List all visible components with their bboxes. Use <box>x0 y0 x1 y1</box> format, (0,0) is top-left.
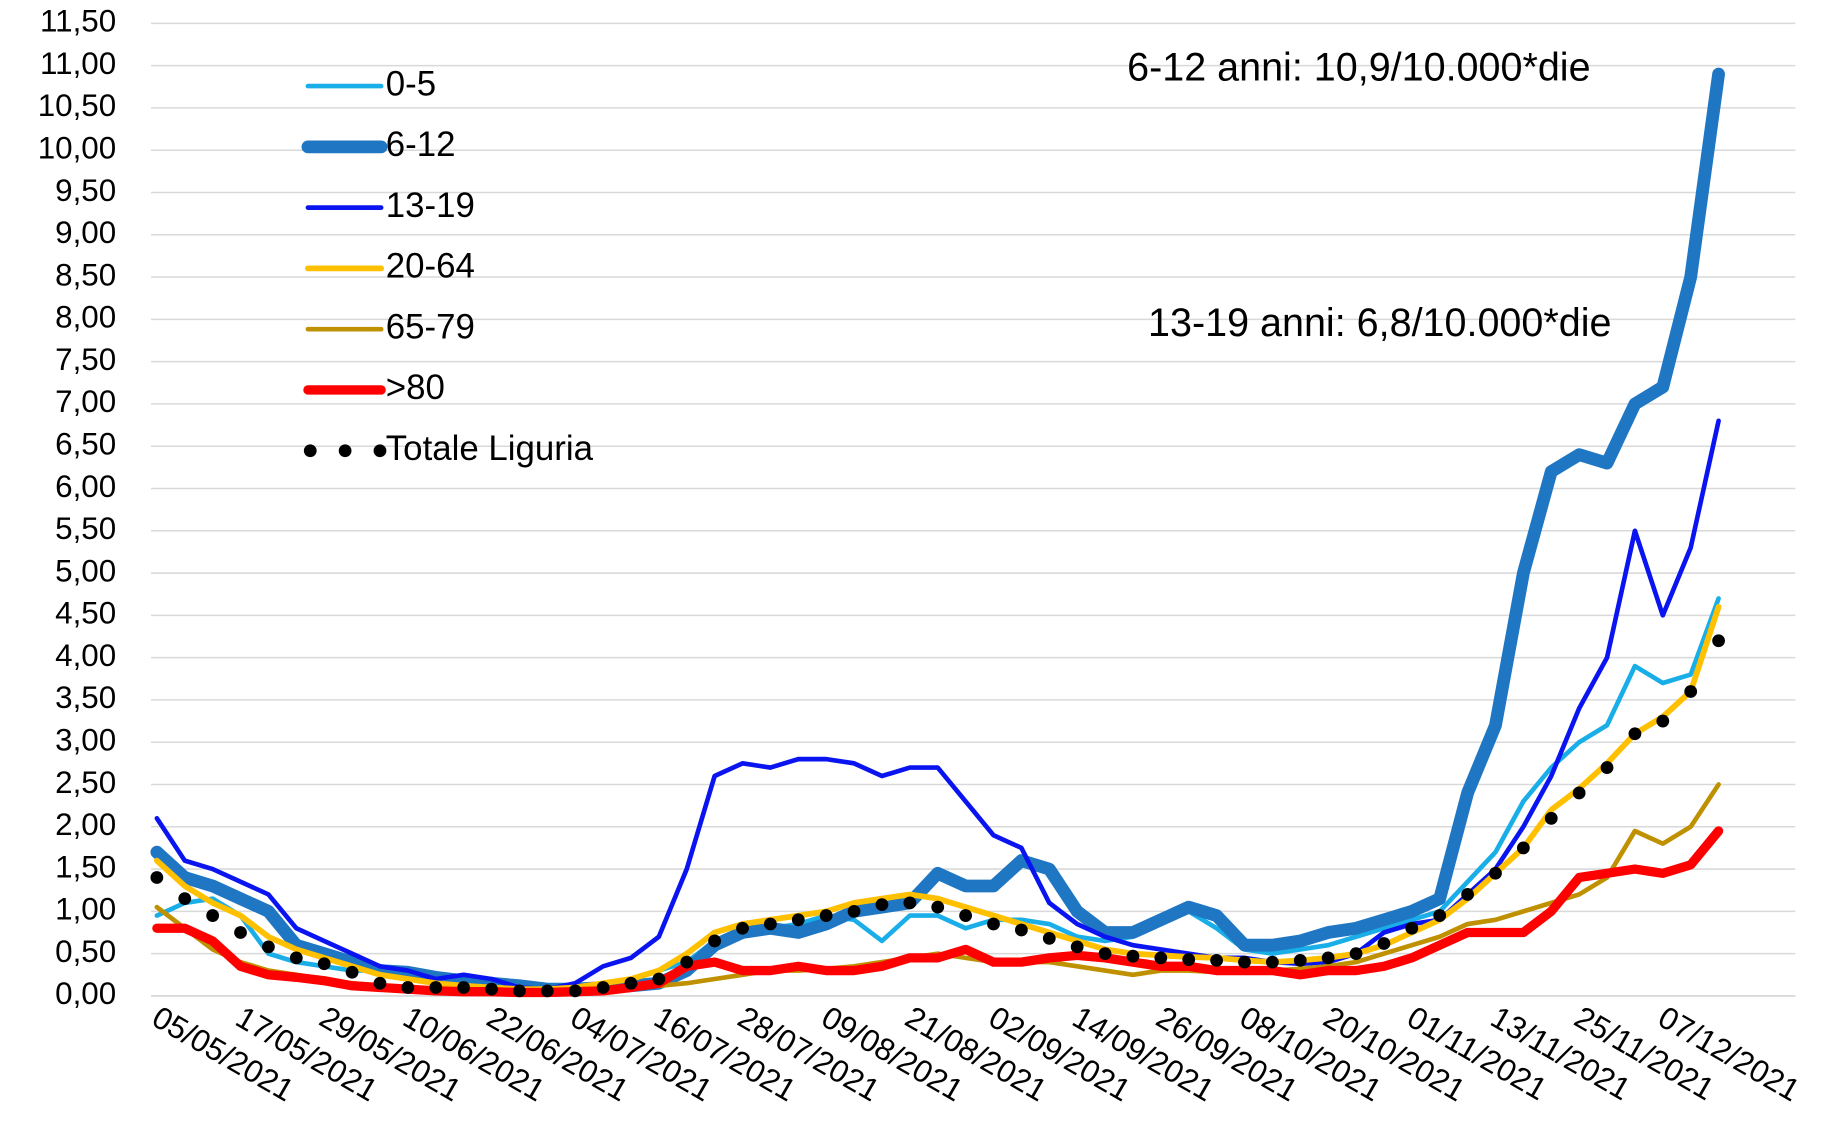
annotation: 6-12 anni: 10,9/10.000*die <box>1127 45 1590 89</box>
y-tick-label: 4,50 <box>55 596 116 631</box>
data-point <box>568 984 582 998</box>
data-point <box>1572 786 1586 800</box>
data-point <box>206 909 220 922</box>
y-tick-label: 11,00 <box>40 46 116 81</box>
data-point <box>1349 947 1363 961</box>
data-point <box>150 871 164 884</box>
data-point <box>1516 841 1530 855</box>
y-tick-label: 8,50 <box>55 257 116 292</box>
series-line <box>153 603 1722 993</box>
legend-label: 20-64 <box>386 247 475 286</box>
y-tick-label: 9,00 <box>55 215 116 250</box>
data-point <box>652 972 666 986</box>
y-tick-label: 11,50 <box>40 4 116 39</box>
data-point <box>1098 947 1112 961</box>
y-tick-label: 1,50 <box>55 849 116 884</box>
series-line <box>152 826 1724 998</box>
data-point <box>791 913 805 927</box>
data-point <box>457 981 471 994</box>
data-point <box>513 984 526 998</box>
legend-label: 0-5 <box>386 64 436 103</box>
data-point <box>401 981 415 994</box>
legend-label: >80 <box>386 368 445 407</box>
data-point <box>289 951 303 965</box>
y-tick-label: 10,50 <box>38 88 116 123</box>
data-point <box>1210 954 1223 967</box>
data-point <box>429 981 443 994</box>
y-tick-label: 6,00 <box>55 469 116 504</box>
y-tick-label: 10,00 <box>38 130 116 165</box>
data-point <box>596 981 610 994</box>
data-point <box>819 909 833 922</box>
data-point <box>875 898 889 911</box>
data-point <box>234 926 247 939</box>
data-point <box>959 909 973 922</box>
data-point <box>1126 949 1140 963</box>
data-point <box>1070 940 1084 954</box>
legend-marker <box>338 444 352 458</box>
data-point <box>1014 923 1028 937</box>
annotation-background <box>1124 290 1720 365</box>
data-point <box>1433 909 1447 922</box>
data-point <box>1265 955 1279 969</box>
data-point <box>373 976 387 990</box>
data-point <box>736 921 749 935</box>
data-point <box>485 982 498 996</box>
data-point <box>708 934 722 948</box>
data-point <box>847 904 861 918</box>
data-point <box>1293 954 1307 967</box>
data-point <box>1712 634 1725 648</box>
data-point <box>1042 932 1056 945</box>
data-point <box>1405 921 1419 935</box>
y-tick-label: 2,50 <box>55 765 116 800</box>
data-point <box>680 955 694 969</box>
legend-marker <box>303 444 317 458</box>
data-point <box>1154 951 1168 965</box>
y-tick-label: 2,00 <box>55 807 116 842</box>
annotation: 13-19 anni: 6,8/10.000*die <box>1148 301 1611 345</box>
data-point <box>931 900 945 914</box>
data-point <box>764 917 777 931</box>
legend-label: 6-12 <box>386 125 456 164</box>
y-tick-label: 5,50 <box>55 511 116 546</box>
y-tick-label: 1,00 <box>55 892 116 927</box>
data-point <box>1321 951 1335 965</box>
y-tick-label: 0,00 <box>55 976 116 1011</box>
data-point <box>1684 685 1698 698</box>
y-tick-label: 5,00 <box>55 553 116 588</box>
data-point <box>903 896 917 910</box>
data-point <box>1600 761 1614 774</box>
data-point <box>1238 955 1251 969</box>
data-point <box>987 917 1000 931</box>
data-point <box>317 957 331 971</box>
data-point <box>1544 811 1558 825</box>
y-tick-label: 6,50 <box>55 426 116 461</box>
data-point <box>262 940 275 954</box>
data-point <box>1489 866 1502 880</box>
legend-label: Totale Liguria <box>386 429 594 468</box>
y-tick-label: 4,00 <box>55 638 116 673</box>
y-tick-label: 7,00 <box>55 384 116 419</box>
y-tick-label: 3,50 <box>55 680 116 715</box>
legend-marker <box>373 444 387 458</box>
legend-label: 65-79 <box>386 307 475 346</box>
data-point <box>1461 888 1474 901</box>
y-tick-label: 3,00 <box>55 722 116 757</box>
y-tick-label: 8,00 <box>55 300 116 335</box>
y-tick-label: 9,50 <box>55 173 116 208</box>
data-point <box>540 984 554 998</box>
legend-label: 13-19 <box>386 186 475 225</box>
data-point <box>624 976 638 990</box>
data-point <box>1656 714 1670 728</box>
data-point <box>178 892 192 906</box>
data-point <box>1628 727 1642 741</box>
y-tick-label: 0,50 <box>55 934 116 969</box>
y-tick-label: 7,50 <box>55 342 116 377</box>
data-point <box>1182 953 1196 966</box>
data-point <box>1377 937 1391 950</box>
data-point <box>345 965 359 979</box>
